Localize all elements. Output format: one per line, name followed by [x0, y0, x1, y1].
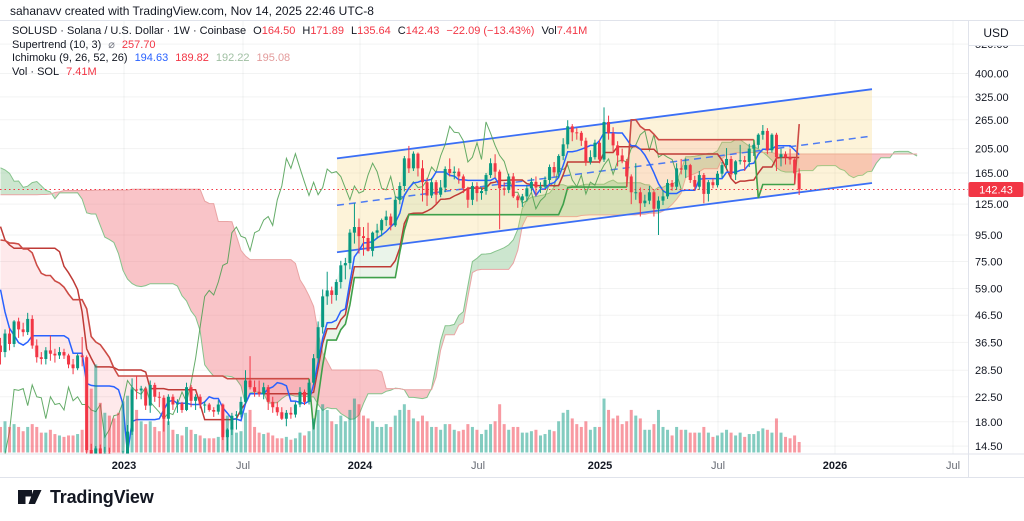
svg-text:75.00: 75.00: [975, 257, 1003, 269]
time-tick-label: Jul: [711, 460, 725, 472]
time-tick-label: Jul: [946, 460, 960, 472]
svg-text:265.00: 265.00: [975, 115, 1009, 127]
price-change: −22.09 (−13.43%): [446, 25, 535, 37]
time-tick-label: 2026: [823, 460, 847, 472]
symbol-title: SOLUSD · Solana / U.S. Dollar · 1W · Coi…: [12, 25, 247, 37]
volume-value: 7.41M: [66, 65, 97, 78]
time-tick-label: 2023: [112, 460, 136, 472]
svg-text:46.50: 46.50: [975, 310, 1003, 322]
ichimoku-name: Ichimoku (9, 26, 52, 26): [12, 52, 128, 64]
svg-text:325.00: 325.00: [975, 92, 1009, 104]
svg-text:205.00: 205.00: [975, 144, 1009, 156]
time-axis[interactable]: 2023 Jul 2024 Jul 2025 Jul 2026 Jul: [112, 460, 960, 472]
kijun-line: [0, 145, 800, 421]
time-tick-label: Jul: [471, 460, 485, 472]
supertrend-name: Supertrend (10, 3): [12, 38, 102, 51]
tradingview-logo-icon[interactable]: [16, 485, 43, 509]
svg-text:125.00: 125.00: [975, 199, 1009, 211]
average-icon: ⌀: [108, 38, 115, 51]
svg-text:28.50: 28.50: [975, 365, 1003, 377]
supertrend-row: Supertrend (10, 3) ⌀ 257.70: [12, 39, 587, 53]
chart-legend: SOLUSD · Solana / U.S. Dollar · 1W · Coi…: [12, 25, 587, 79]
time-tick-label: 2024: [348, 460, 373, 472]
svg-text:14.50: 14.50: [975, 441, 1003, 453]
volume-name: Vol · SOL: [12, 65, 60, 78]
svg-text:165.00: 165.00: [975, 168, 1009, 180]
ohlc-high: H171.89: [302, 25, 344, 37]
chikou-span-line: [4, 121, 682, 454]
svg-text:36.50: 36.50: [975, 337, 1003, 349]
ohlc-low: L135.64: [350, 25, 391, 37]
svg-text:95.00: 95.00: [975, 230, 1003, 242]
ichimoku-row: Ichimoku (9, 26, 52, 26) 194.63 189.82 192.…: [12, 52, 587, 66]
svg-text:400.00: 400.00: [975, 69, 1009, 81]
candles: [0, 107, 801, 454]
footer: TradingView: [16, 485, 154, 509]
ichimoku-lines: [0, 121, 800, 454]
pane-borders: [0, 20, 1024, 478]
volume-inline: Vol7.41M: [541, 25, 588, 37]
supertrend-value: 257.70: [121, 38, 156, 51]
svg-text:18.00: 18.00: [975, 417, 1003, 429]
supertrend-fill: [0, 119, 800, 454]
price-badge-value: 142.43: [979, 185, 1013, 197]
attribution: sahanavv created with TradingView.com, N…: [10, 4, 374, 18]
time-tick-label: 2025: [588, 460, 612, 472]
axis-currency-label: USD: [983, 26, 1009, 40]
price-badge: [968, 182, 1024, 198]
svg-text:59.00: 59.00: [975, 283, 1003, 295]
supertrend-line: [0, 119, 800, 430]
price-axis[interactable]: 520.00400.00325.00265.00205.00165.00125.…: [968, 21, 1024, 453]
tradingview-brand[interactable]: TradingView: [50, 486, 154, 507]
ichimoku-lead-b: 195.08: [256, 52, 291, 64]
tenkan-line: [0, 132, 800, 454]
svg-text:22.50: 22.50: [975, 392, 1003, 404]
ohlc-close: C142.43: [397, 25, 440, 37]
ichimoku-base: 189.82: [175, 52, 209, 64]
ichimoku-lead-a: 192.22: [215, 52, 250, 64]
ichimoku-conversion: 194.63: [134, 52, 169, 64]
symbol-row: SOLUSD · Solana / U.S. Dollar · 1W · Coi…: [12, 25, 587, 39]
volume-row: Vol · SOL 7.41M: [12, 66, 587, 80]
time-tick-label: Jul: [236, 460, 250, 472]
volume-bars: [0, 364, 801, 453]
ohlc-open: O164.50: [253, 25, 296, 37]
